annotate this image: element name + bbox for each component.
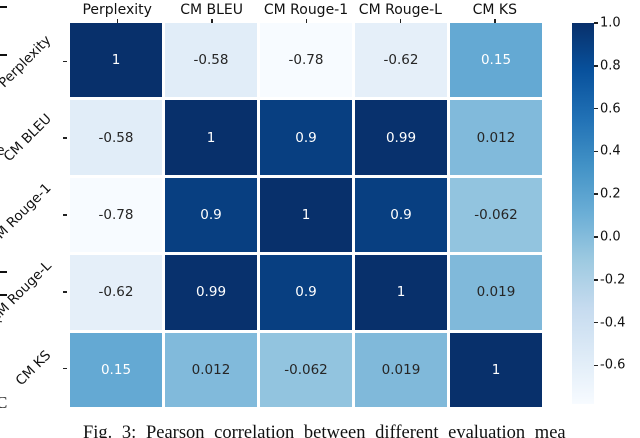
heatmap-cell-cm-rouge-l-x-cm-ks: 0.019 xyxy=(450,255,542,330)
heatmap-cell-cm-rouge-1-x-cm-rouge-1: 1 xyxy=(260,177,352,253)
column-header-cm-bleu: CM BLEU xyxy=(180,2,243,18)
x-tick-mark xyxy=(494,19,496,23)
clipped-text-fragment xyxy=(0,271,7,273)
heatmap-cell-perplexity-x-cm-ks: 0.15 xyxy=(450,23,542,98)
clipped-text-fragment: e xyxy=(0,143,5,159)
cell-value: -0.58 xyxy=(193,52,229,69)
cell-value: 0.9 xyxy=(295,129,317,146)
cell-value: 0.99 xyxy=(195,284,227,301)
cell-value: 0.15 xyxy=(100,361,132,378)
heatmap-cell-cm-rouge-1-x-cm-bleu: 0.9 xyxy=(165,177,257,253)
heatmap-cell-cm-ks-x-cm-bleu: 0.012 xyxy=(165,332,257,407)
clipped-text-fragment: C xyxy=(0,393,8,412)
y-tick-mark xyxy=(63,60,67,63)
x-tick-mark xyxy=(305,19,307,23)
colorbar-tick-mark xyxy=(594,193,598,195)
cell-value: -0.58 xyxy=(98,129,134,146)
colorbar-tick-label: -0.6 xyxy=(600,357,626,373)
heatmap-cell-cm-bleu-x-perplexity: -0.58 xyxy=(70,100,162,175)
colorbar-tick-label: 0.8 xyxy=(600,58,621,74)
clipped-text-fragment: r xyxy=(0,318,2,332)
row-label-perplexity: Perplexity xyxy=(0,32,55,91)
cell-value: 0.012 xyxy=(191,361,231,378)
cell-value: 0.012 xyxy=(476,129,516,146)
colorbar-tick-mark xyxy=(594,279,598,281)
heatmap-cell-cm-ks-x-perplexity: 0.15 xyxy=(70,332,162,407)
colorbar-tick-mark xyxy=(594,364,598,367)
heatmap-cell-perplexity-x-cm-rouge-1: -0.78 xyxy=(260,23,352,98)
heatmap-cell-cm-bleu-x-cm-rouge-1: 0.9 xyxy=(260,100,352,175)
colorbar xyxy=(572,23,594,404)
cell-value: 0.9 xyxy=(200,206,222,223)
colorbar-tick-mark xyxy=(594,107,598,110)
colorbar-tick-label: 0.6 xyxy=(600,101,621,117)
heatmap-cell-cm-rouge-l-x-perplexity: -0.62 xyxy=(70,255,162,330)
colorbar-tick-mark xyxy=(594,150,598,153)
colorbar-tick-label: 0.4 xyxy=(600,143,621,159)
heatmap-cell-cm-ks-x-cm-rouge-l: 0.019 xyxy=(355,332,447,407)
cell-value: 0.019 xyxy=(381,361,421,378)
y-tick-mark xyxy=(63,137,67,139)
heatmap-cell-cm-bleu-x-cm-rouge-l: 0.99 xyxy=(355,100,447,175)
cell-value: -0.062 xyxy=(284,361,328,378)
y-tick-mark xyxy=(63,291,67,293)
column-header-cm-ks: CM KS xyxy=(472,2,517,18)
heatmap-cell-cm-ks-x-cm-ks: 1 xyxy=(450,332,542,407)
heatmap-cell-cm-rouge-l-x-cm-bleu: 0.99 xyxy=(165,255,257,330)
cell-value: 0.9 xyxy=(295,284,317,301)
cell-value: 0.99 xyxy=(385,129,417,146)
clipped-text-fragment xyxy=(0,294,7,296)
cell-value: 0.15 xyxy=(480,52,512,69)
heatmap-cell-cm-bleu-x-cm-bleu: 1 xyxy=(165,100,257,175)
cell-value: 1 xyxy=(396,284,406,301)
cell-value: 0.019 xyxy=(476,284,516,301)
colorbar-tick-mark xyxy=(594,22,598,24)
heatmap-cell-cm-bleu-x-cm-ks: 0.012 xyxy=(450,100,542,175)
cell-value: 1 xyxy=(491,361,501,378)
x-tick-mark xyxy=(116,19,119,23)
x-tick-mark xyxy=(399,19,402,23)
y-tick-mark xyxy=(63,367,67,370)
cell-value: -0.62 xyxy=(383,52,419,69)
colorbar-tick-mark xyxy=(594,65,598,67)
heatmap-cell-perplexity-x-perplexity: 1 xyxy=(70,23,162,98)
row-label-cm-rouge-1: CM Rouge-1 xyxy=(0,180,55,250)
column-header-cm-rouge-1: CM Rouge-1 xyxy=(263,2,349,18)
cell-value: -0.78 xyxy=(288,52,324,69)
colorbar-tick-label: 0.2 xyxy=(600,186,621,202)
heatmap-cell-cm-rouge-1-x-cm-ks: -0.062 xyxy=(450,177,542,253)
heatmap-cell-cm-rouge-1-x-perplexity: -0.78 xyxy=(70,177,162,253)
row-label-cm-ks: CM KS xyxy=(12,347,55,390)
row-label-cm-bleu: CM BLEU xyxy=(0,111,55,166)
cell-value: 0.9 xyxy=(390,206,412,223)
row-label-cm-rouge-l: CM Rouge-L xyxy=(0,257,55,326)
clipped-text-fragment xyxy=(0,54,7,56)
cell-value: 1 xyxy=(206,129,216,146)
heatmap-cell-cm-rouge-l-x-cm-rouge-l: 1 xyxy=(355,255,447,330)
colorbar-tick-mark xyxy=(594,236,598,238)
heatmap-cell-cm-ks-x-cm-rouge-1: -0.062 xyxy=(260,332,352,407)
x-tick-mark xyxy=(211,19,213,23)
heatmap-cell-cm-rouge-l-x-cm-rouge-1: 0.9 xyxy=(260,255,352,330)
figure-caption: Fig. 3: Pearson correlation between diff… xyxy=(83,423,566,438)
cell-value: 1 xyxy=(111,52,121,69)
colorbar-tick-label: -0.4 xyxy=(600,315,626,331)
column-header-perplexity: Perplexity xyxy=(82,2,152,18)
colorbar-tick-label: 0.0 xyxy=(600,229,621,245)
cell-value: -0.78 xyxy=(98,206,134,223)
heatmap-cell-perplexity-x-cm-rouge-l: -0.62 xyxy=(355,23,447,98)
colorbar-tick-label: -0.2 xyxy=(600,272,626,288)
clipped-text-fragment xyxy=(0,6,7,8)
correlation-heatmap: 1 -0.58 -0.78 -0.62 0.15 -0.58 1 0.9 0.99 0.012 -0… xyxy=(70,23,542,407)
colorbar-tick-label: 1.0 xyxy=(600,15,621,31)
y-tick-mark xyxy=(63,214,67,216)
column-header-cm-rouge-l: CM Rouge-L xyxy=(358,2,442,18)
cell-value: 1 xyxy=(301,206,311,223)
colorbar-tick-mark xyxy=(594,321,598,324)
heatmap-cell-cm-rouge-1-x-cm-rouge-l: 0.9 xyxy=(355,177,447,253)
cell-value: -0.62 xyxy=(98,284,134,301)
cell-value: -0.062 xyxy=(474,206,518,223)
heatmap-cell-perplexity-x-cm-bleu: -0.58 xyxy=(165,23,257,98)
